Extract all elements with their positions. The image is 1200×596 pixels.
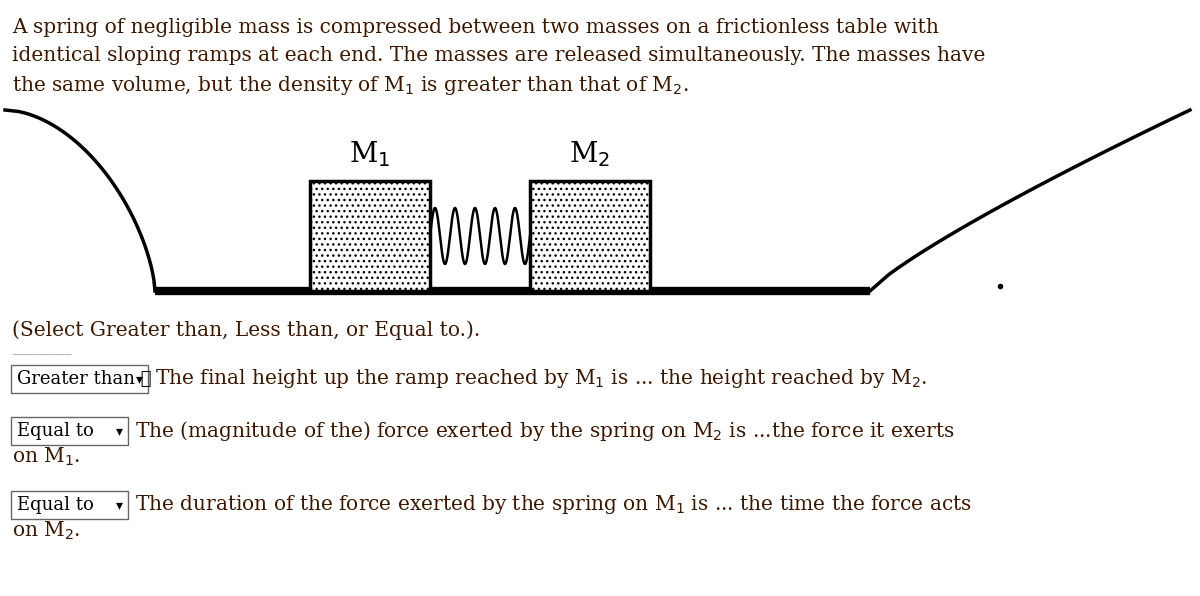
Text: Equal to: Equal to bbox=[17, 496, 94, 514]
Text: A spring of negligible mass is compressed between two masses on a frictionless t: A spring of negligible mass is compresse… bbox=[12, 18, 938, 37]
Text: on M$_1$.: on M$_1$. bbox=[12, 446, 80, 468]
Bar bbox=[530, 181, 650, 291]
Bar bbox=[310, 181, 430, 291]
Text: ▾: ▾ bbox=[136, 372, 143, 386]
Text: M$_1$: M$_1$ bbox=[349, 139, 391, 169]
Text: M$_2$: M$_2$ bbox=[570, 139, 611, 169]
Text: ▾: ▾ bbox=[115, 498, 122, 512]
FancyBboxPatch shape bbox=[11, 491, 128, 519]
Text: identical sloping ramps at each end. The masses are released simultaneously. The: identical sloping ramps at each end. The… bbox=[12, 46, 985, 65]
FancyBboxPatch shape bbox=[11, 417, 128, 445]
Text: (Select Greater than, Less than, or Equal to.).: (Select Greater than, Less than, or Equa… bbox=[12, 320, 480, 340]
Text: The (magnitude of the) force exerted by the spring on M$_2$ is ...the force it e: The (magnitude of the) force exerted by … bbox=[134, 419, 954, 443]
Text: The duration of the force exerted by the spring on M$_1$ is ... the time the for: The duration of the force exerted by the… bbox=[134, 493, 972, 517]
Text: The final height up the ramp reached by M$_1$ is ... the height reached by M$_2$: The final height up the ramp reached by … bbox=[155, 368, 928, 390]
FancyBboxPatch shape bbox=[11, 365, 148, 393]
Text: Equal to: Equal to bbox=[17, 422, 94, 440]
Text: on M$_2$.: on M$_2$. bbox=[12, 520, 80, 542]
Text: Greater than ✓: Greater than ✓ bbox=[17, 370, 151, 388]
Text: ────────: ──────── bbox=[12, 349, 72, 362]
Text: ▾: ▾ bbox=[115, 424, 122, 438]
Text: the same volume, but the density of M$_1$ is greater than that of M$_2$.: the same volume, but the density of M$_1… bbox=[12, 74, 689, 97]
